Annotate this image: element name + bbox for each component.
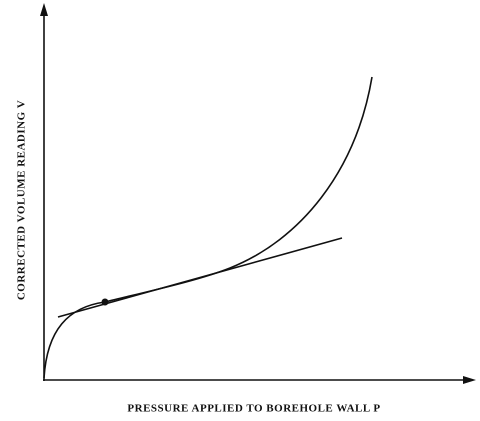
point (101, 298, 109, 306)
tangent-line (57, 237, 343, 318)
x-arrow (463, 376, 476, 384)
x-axis-label: PRESSURE APPLIED TO BOREHOLE WALL P (127, 403, 380, 415)
y-axis-label: CORRECTED VOLUME READING V (16, 100, 28, 300)
y-arrow (40, 3, 48, 16)
axes (43, 12, 466, 381)
curve (43, 76, 373, 379)
